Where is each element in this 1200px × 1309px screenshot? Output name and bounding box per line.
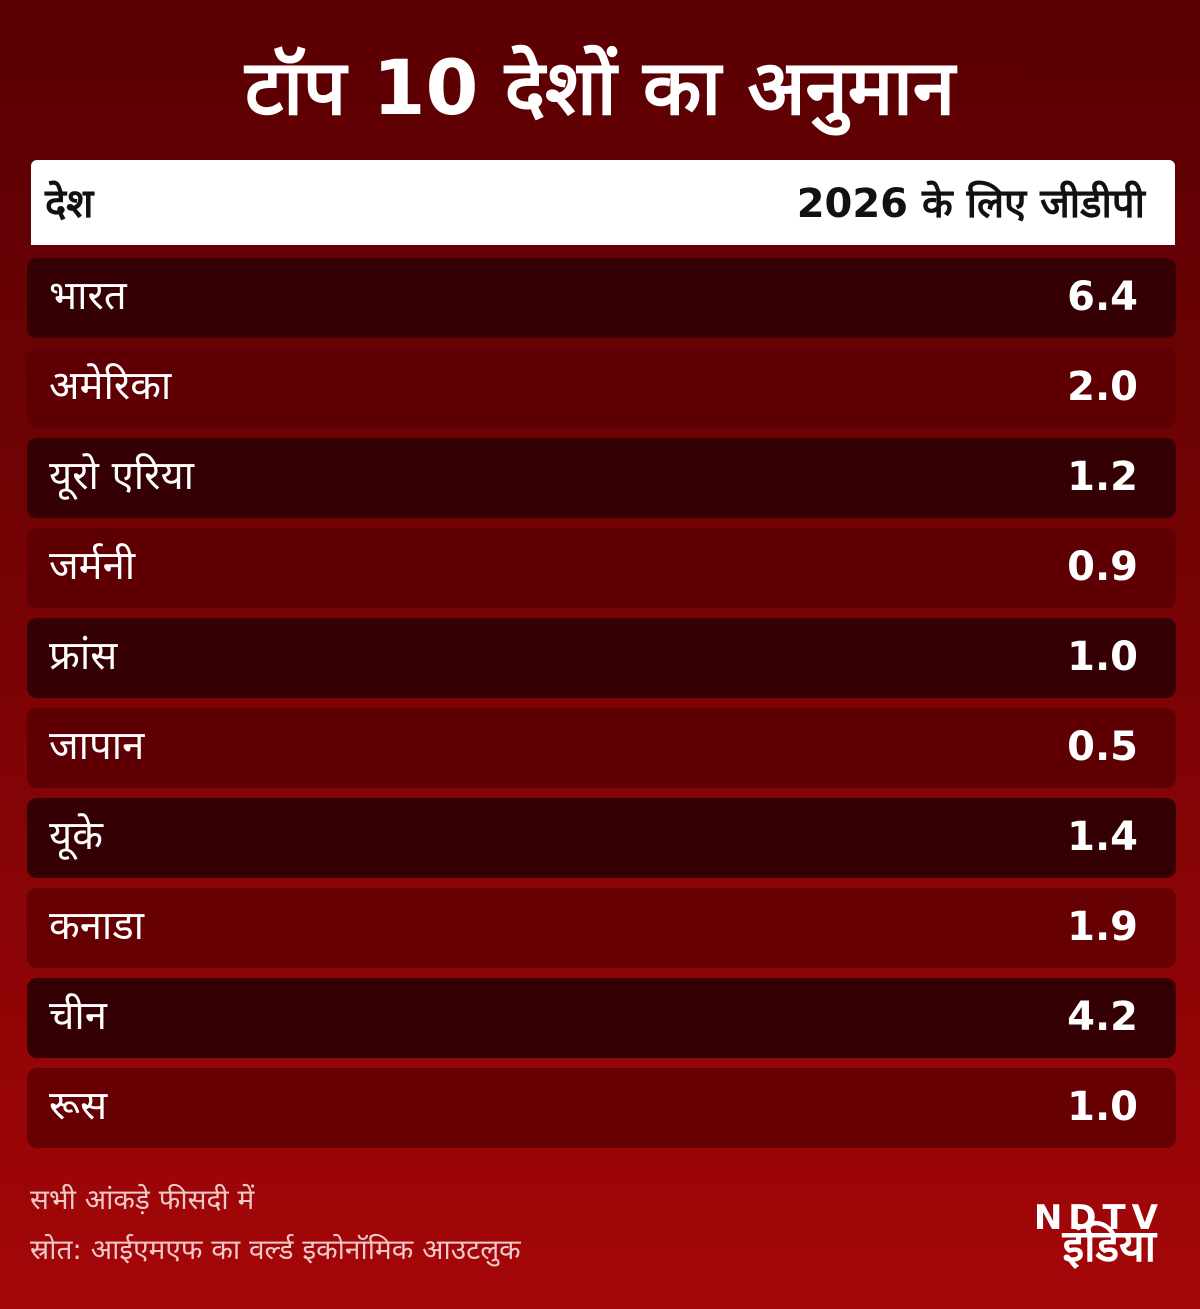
country-name: फ्रांस [49, 633, 118, 679]
gdp-value: 2.0 [1067, 364, 1138, 410]
table-row: कनाडा 1.9 [27, 888, 1176, 968]
gdp-value: 1.0 [1067, 1084, 1138, 1130]
table-row: भारत 6.4 [27, 258, 1176, 338]
gdp-value: 1.0 [1067, 634, 1138, 680]
table-row: जर्मनी 0.9 [27, 528, 1176, 608]
gdp-table: देश 2026 के लिए जीडीपी भारत 6.4 अमेरिका … [27, 160, 1176, 1158]
gdp-value: 1.4 [1067, 814, 1138, 860]
logo-sub: इंडिया [1062, 1221, 1156, 1272]
footer-notes: सभी आंकड़े फीसदी में स्रोत: आईएमएफ का वर… [30, 1175, 521, 1275]
gdp-value: 1.9 [1067, 904, 1138, 950]
country-name: जर्मनी [49, 543, 136, 589]
country-name: यूके [49, 813, 103, 859]
logo-brand: NDTV [1033, 1198, 1164, 1238]
country-name: जापान [49, 723, 145, 769]
header-country: देश [45, 181, 94, 227]
footer-source: स्रोत: आईएमएफ का वर्ल्ड इकोनॉमिक आउटलुक [30, 1233, 521, 1266]
gdp-value: 4.2 [1067, 994, 1138, 1040]
footer-note: सभी आंकड़े फीसदी में [30, 1183, 255, 1216]
gdp-value: 6.4 [1067, 274, 1138, 320]
table-row: यूके 1.4 [27, 798, 1176, 878]
country-name: चीन [49, 993, 107, 1039]
gdp-value: 1.2 [1067, 454, 1138, 500]
ndtv-india-logo: NDTV इंडिया [974, 1200, 1164, 1280]
table-header: देश 2026 के लिए जीडीपी [31, 160, 1175, 245]
gdp-value: 0.9 [1067, 544, 1138, 590]
country-name: रूस [49, 1083, 108, 1129]
table-row: अमेरिका 2.0 [27, 348, 1176, 428]
country-name: भारत [49, 273, 127, 319]
country-name: यूरो एरिया [49, 453, 195, 499]
gdp-value: 0.5 [1067, 724, 1138, 770]
table-body: भारत 6.4 अमेरिका 2.0 यूरो एरिया 1.2 जर्म… [27, 258, 1176, 1148]
table-row: फ्रांस 1.0 [27, 618, 1176, 698]
table-row: यूरो एरिया 1.2 [27, 438, 1176, 518]
header-gdp: 2026 के लिए जीडीपी [796, 181, 1145, 227]
table-row: चीन 4.2 [27, 978, 1176, 1058]
table-row: रूस 1.0 [27, 1068, 1176, 1148]
country-name: कनाडा [49, 903, 145, 949]
page-title: टॉप 10 देशों का अनुमान [244, 43, 956, 132]
country-name: अमेरिका [49, 363, 172, 409]
table-row: जापान 0.5 [27, 708, 1176, 788]
